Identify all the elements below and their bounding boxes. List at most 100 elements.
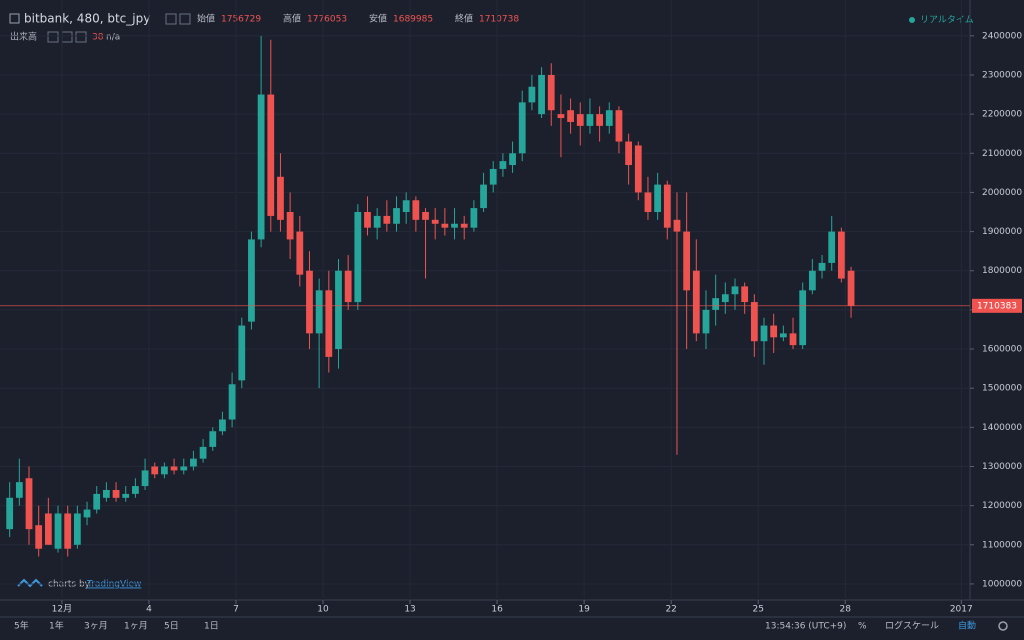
candle-body	[576, 114, 584, 126]
candle-body	[741, 286, 749, 303]
y-tick-label: 1000000	[982, 579, 1022, 589]
candle-body	[644, 192, 652, 213]
log-toggle[interactable]: ログスケール	[885, 620, 939, 632]
y-tick-label: 2000000	[982, 188, 1022, 198]
candle-body	[808, 270, 816, 291]
y-tick-label: 1400000	[982, 423, 1022, 433]
range-button[interactable]: 3ヶ月	[84, 621, 108, 632]
candle-body	[750, 302, 758, 342]
candle-body	[673, 219, 681, 232]
ohlc-value: 1776053	[307, 15, 347, 25]
chart-title: bitbank, 480, btc_jpy	[24, 12, 150, 26]
clock: 13:54:36 (UTC+9)	[765, 622, 846, 632]
candle-body	[25, 478, 33, 530]
candle-body	[151, 466, 159, 475]
x-tick-label: 25	[752, 605, 763, 615]
settings-icon[interactable]	[47, 31, 59, 43]
percent-toggle[interactable]: %	[858, 622, 867, 632]
candle-body	[257, 94, 265, 240]
candle-body	[489, 168, 497, 185]
candle-body	[354, 212, 362, 303]
candle-body	[528, 86, 536, 103]
ohlc-value: 1756729	[221, 15, 261, 25]
settings-icon[interactable]	[165, 13, 177, 25]
candle-body	[344, 270, 352, 303]
candle-body	[518, 102, 526, 154]
candle-body	[634, 145, 642, 193]
candle-body	[596, 114, 603, 126]
x-tick-label: 28	[840, 605, 852, 615]
range-button[interactable]: 1年	[49, 620, 64, 632]
candle-body	[654, 184, 662, 213]
grid	[0, 0, 970, 600]
ohlc-label: 高値	[283, 13, 301, 25]
candle-body	[393, 208, 400, 224]
candle-body	[605, 110, 613, 126]
candle-body	[615, 110, 623, 142]
x-tick-label: 13	[404, 605, 415, 615]
candle-body	[219, 419, 226, 432]
candle-body	[132, 486, 139, 494]
candle-body	[460, 223, 468, 228]
x-tick-label: 22	[665, 605, 676, 615]
candle-body	[373, 215, 381, 228]
y-tick-label: 2200000	[982, 110, 1022, 120]
range-button[interactable]: 1日	[204, 621, 219, 632]
candle-body	[431, 219, 439, 224]
candle-body	[480, 184, 487, 209]
candle-body	[412, 200, 420, 220]
candle-body	[364, 212, 371, 228]
candle-body	[828, 231, 836, 263]
candle-body	[586, 114, 594, 126]
realtime-dot	[909, 17, 915, 23]
ohlc-label: 終値	[455, 13, 473, 25]
candle-body	[238, 325, 246, 381]
brand-logo	[17, 578, 43, 588]
settings-icon[interactable]	[179, 13, 191, 25]
collapse-button[interactable]	[9, 13, 20, 24]
brand-link[interactable]: TradingView	[86, 580, 141, 590]
y-tick-label: 2300000	[982, 70, 1022, 80]
y-tick-label: 1200000	[982, 501, 1022, 511]
candle-body	[499, 161, 507, 169]
candle-body	[286, 212, 294, 240]
volume-value: 38	[92, 33, 104, 43]
range-button[interactable]: 5日	[164, 621, 179, 632]
candle-body	[663, 184, 671, 228]
candle-body	[847, 270, 855, 306]
candle-body	[64, 513, 72, 549]
candle-body	[683, 231, 691, 291]
candle-body	[190, 458, 197, 467]
realtime-label: リアルタイム	[920, 15, 974, 26]
candle-body	[441, 223, 449, 228]
auto-toggle[interactable]: 自動	[958, 620, 976, 632]
ohlc-value: 1689985	[393, 15, 433, 25]
y-tick-label: 1500000	[982, 384, 1022, 394]
candle-body	[209, 431, 217, 447]
y-tick-label: 2400000	[982, 31, 1022, 41]
candle-body	[509, 153, 516, 166]
close-icon[interactable]	[75, 31, 87, 43]
candle-body	[15, 482, 23, 498]
candle-body	[721, 294, 729, 303]
candle-body	[141, 470, 149, 487]
candle-body	[702, 309, 710, 334]
settings-gear[interactable]	[998, 621, 1008, 631]
candle-body	[818, 262, 826, 271]
candle-body	[180, 466, 188, 471]
x-tick-label: 10	[317, 605, 329, 615]
candle-body	[422, 212, 429, 220]
candle-body	[692, 270, 700, 334]
y-tick-label: 1600000	[982, 345, 1022, 355]
candle-body	[6, 497, 14, 530]
y-tick-label: 1100000	[982, 540, 1022, 550]
candle-body	[625, 141, 632, 166]
candle-body	[557, 114, 565, 119]
candle-body	[383, 215, 391, 224]
candle-body	[731, 286, 739, 295]
range-button[interactable]: 5年	[14, 620, 29, 632]
range-button[interactable]: 1ヶ月	[124, 621, 148, 632]
price-label: 1710383	[977, 301, 1017, 311]
